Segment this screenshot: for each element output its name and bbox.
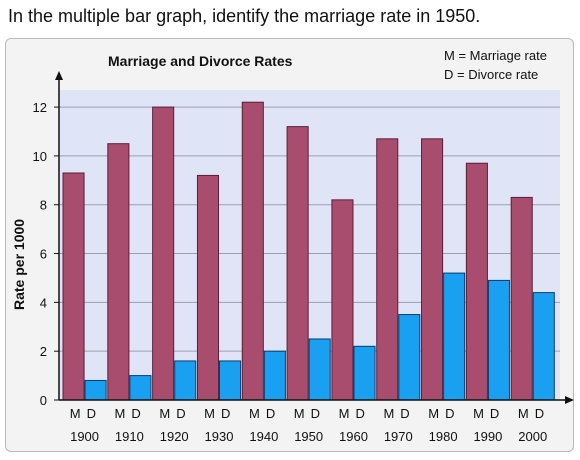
x-tick-label: 1970 [384,429,413,444]
bar-divorce-1930 [219,360,242,401]
bar-divorce-2000 [532,292,555,401]
bar-letter-d: D [87,406,96,421]
bar-marriage-1900 [62,172,85,401]
x-tick-label: 1990 [473,429,502,444]
x-axis-arrow [565,396,574,404]
bar-divorce-1940 [263,350,286,401]
bar-divorce-1950 [308,338,331,401]
bar-letter-m: M [428,406,439,421]
y-tick-label: 12 [33,100,47,115]
bar-marriage-1910 [107,143,130,401]
bar-marriage-1920 [152,106,175,401]
bar-letter-m: M [249,406,260,421]
bar-marriage-1960 [331,199,354,401]
bar-marriage-2000 [510,196,533,401]
bar-divorce-1910 [129,375,152,401]
bar-letter-d: D [221,406,230,421]
bar-letter-m: M [339,406,350,421]
x-tick-label: 1920 [160,429,189,444]
bar-letter-m: M [473,406,484,421]
bar-letter-m: M [115,406,126,421]
bar-marriage-1980 [421,138,444,401]
x-tick-label: 1960 [339,429,368,444]
bar-letter-d: D [490,406,499,421]
bar-letter-m: M [204,406,215,421]
y-tick-label: 10 [33,149,47,164]
bar-marriage-1950 [286,126,309,401]
bar-letter-m: M [70,406,81,421]
bar-divorce-1990 [487,279,510,401]
x-tick-label: 1950 [294,429,323,444]
bar-letter-d: D [131,406,140,421]
bar-letter-m: M [518,406,529,421]
bar-letter-d: D [355,406,364,421]
y-tick-label: 0 [40,393,47,408]
x-tick-label: 2000 [518,429,547,444]
bar-marriage-1930 [196,174,220,401]
legend-marriage: M = Marriage rate [444,48,547,63]
x-tick-label: 1910 [115,429,144,444]
y-axis-label: Rate per 1000 [11,219,27,310]
bar-letter-m: M [159,406,170,421]
y-tick-label: 4 [40,295,47,310]
bar-divorce-1960 [353,345,376,401]
y-tick-label: 2 [40,344,47,359]
x-tick-label: 1940 [249,429,278,444]
bar-letter-d: D [445,406,454,421]
bar-letter-d: D [311,406,320,421]
x-tick-label: 1900 [70,429,99,444]
bar-letter-d: D [535,406,544,421]
bar-divorce-1980 [443,272,466,401]
y-tick-label: 6 [40,247,47,262]
bar-divorce-1920 [174,360,197,401]
x-tick-label: 1930 [205,429,234,444]
y-tick-label: 8 [40,198,47,213]
bar-letter-d: D [176,406,185,421]
bar-divorce-1970 [398,314,421,401]
legend-divorce: D = Divorce rate [444,67,538,82]
bar-marriage-1990 [465,162,488,401]
y-axis-arrow [55,71,63,80]
bar-letter-m: M [294,406,305,421]
x-tick-label: 1980 [429,429,458,444]
bar-letter-d: D [266,406,275,421]
bar-marriage-1940 [241,101,264,401]
question-text: In the multiple bar graph, identify the … [8,6,481,26]
bar-letter-m: M [383,406,394,421]
bar-letter-d: D [400,406,409,421]
bar-marriage-1970 [376,138,399,401]
bar-divorce-1900 [84,379,107,401]
chart-title: Marriage and Divorce Rates [108,53,293,69]
